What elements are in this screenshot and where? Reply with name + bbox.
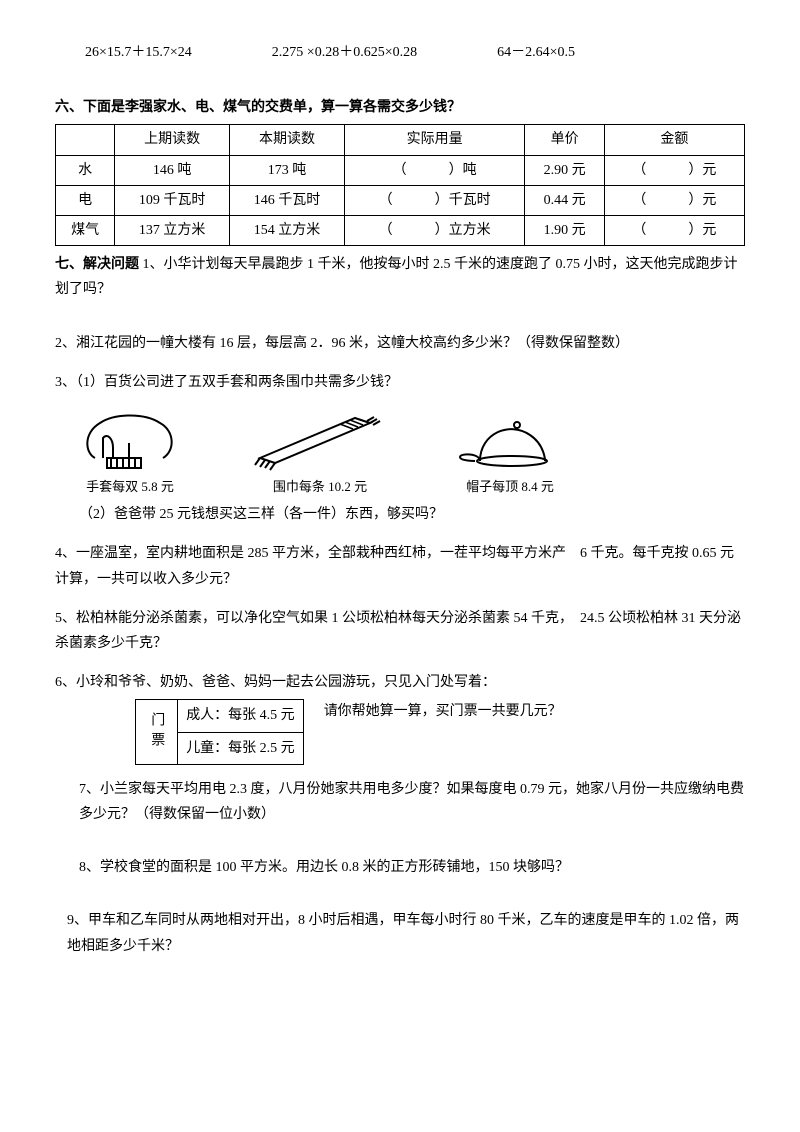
question-6: 6、小玲和爷爷、奶奶、爸爸、妈妈一起去公园游玩，只见入门处写着： [55, 670, 745, 695]
ticket-child: 儿童：每张 2.5 元 [178, 732, 304, 764]
col-blank [56, 125, 115, 155]
bill-table: 上期读数 本期读数 实际用量 单价 金额 水 146 吨 173 吨 （ ）吨 … [55, 124, 745, 246]
cell-usage: （ ）立方米 [344, 215, 525, 245]
question-6b: 请你帮她算一算，买门票一共要几元？ [324, 699, 562, 724]
gloves-item: 手套每双 5.8 元 [75, 403, 185, 498]
cell-curr: 146 千瓦时 [230, 185, 345, 215]
ticket-row: 门票 成人：每张 4.5 元 儿童：每张 2.5 元 请你帮她算一算，买门票一共… [55, 699, 745, 764]
question-2: 2、湘江花园的一幢大楼有 16 层，每层高 2．96 米，这幢大校高约多少米？（… [55, 331, 745, 356]
col-prev: 上期读数 [115, 125, 230, 155]
expression-1: 26×15.7＋15.7×24 [85, 40, 192, 65]
question-5: 5、松柏林能分泌杀菌素，可以净化空气如果 1 公顷松柏林每天分泌杀菌素 54 千… [55, 606, 745, 656]
question-9: 9、甲车和乙车同时从两地相对开出，8 小时后相遇，甲车每小时行 80 千米，乙车… [55, 908, 745, 958]
cell-price: 2.90 元 [525, 155, 604, 185]
hat-label: 帽子每顶 8.4 元 [466, 479, 554, 494]
section-7-title: 七、解决问题 [55, 257, 139, 272]
col-usage: 实际用量 [344, 125, 525, 155]
col-amount: 金额 [604, 125, 744, 155]
section-7: 七、解决问题 1、小华计划每天早晨跑步 1 千米，他按每小时 2.5 千米的速度… [55, 252, 745, 302]
scarf-item: 围巾每条 10.2 元 [245, 403, 395, 498]
col-price: 单价 [525, 125, 604, 155]
gloves-label: 手套每双 5.8 元 [86, 479, 174, 494]
ticket-label: 门票 [136, 700, 178, 764]
cell-amount: （ ）元 [604, 155, 744, 185]
cell-name: 电 [56, 185, 115, 215]
cell-curr: 154 立方米 [230, 215, 345, 245]
expression-3: 64－2.64×0.5 [497, 40, 575, 65]
expression-2: 2.275 ×0.28＋0.625×0.28 [272, 40, 417, 65]
hat-icon [455, 413, 565, 473]
col-curr: 本期读数 [230, 125, 345, 155]
hat-item: 帽子每顶 8.4 元 [455, 413, 565, 498]
cell-prev: 146 吨 [115, 155, 230, 185]
product-row: 手套每双 5.8 元 围巾每条 10.2 元 帽子每顶 8.4 元 [55, 403, 745, 498]
cell-prev: 109 千瓦时 [115, 185, 230, 215]
cell-usage: （ ）千瓦时 [344, 185, 525, 215]
cell-curr: 173 吨 [230, 155, 345, 185]
cell-name: 水 [56, 155, 115, 185]
table-row: 电 109 千瓦时 146 千瓦时 （ ）千瓦时 0.44 元 （ ）元 [56, 185, 745, 215]
question-7: 7、小兰家每天平均用电 2.3 度，八月份她家共用电多少度？如果每度电 0.79… [55, 777, 745, 827]
table-row: 煤气 137 立方米 154 立方米 （ ）立方米 1.90 元 （ ）元 [56, 215, 745, 245]
ticket-adult: 成人：每张 4.5 元 [178, 700, 304, 732]
cell-amount: （ ）元 [604, 185, 744, 215]
question-4: 4、一座温室，室内耕地面积是 285 平方米，全部栽种西红柿，一茬平均每平方米产… [55, 541, 745, 591]
scarf-label: 围巾每条 10.2 元 [273, 479, 367, 494]
question-3b: （2）爸爸带 25 元钱想买这三样（各一件）东西，够买吗？ [55, 502, 745, 527]
cell-price: 1.90 元 [525, 215, 604, 245]
cell-name: 煤气 [56, 215, 115, 245]
table-header-row: 上期读数 本期读数 实际用量 单价 金额 [56, 125, 745, 155]
ticket-table: 门票 成人：每张 4.5 元 儿童：每张 2.5 元 [135, 699, 304, 764]
expression-row: 26×15.7＋15.7×24 2.275 ×0.28＋0.625×0.28 6… [55, 40, 745, 65]
table-row: 水 146 吨 173 吨 （ ）吨 2.90 元 （ ）元 [56, 155, 745, 185]
question-3a: 3、（1）百货公司进了五双手套和两条围巾共需多少钱？ [55, 370, 745, 395]
cell-amount: （ ）元 [604, 215, 744, 245]
cell-prev: 137 立方米 [115, 215, 230, 245]
cell-usage: （ ）吨 [344, 155, 525, 185]
scarf-icon [245, 403, 395, 473]
question-1: 1、小华计划每天早晨跑步 1 千米，他按每小时 2.5 千米的速度跑了 0.75… [55, 257, 738, 297]
cell-price: 0.44 元 [525, 185, 604, 215]
gloves-icon [75, 403, 185, 473]
section-6-title: 六、下面是李强家水、电、煤气的交费单，算一算各需交多少钱？ [55, 95, 745, 120]
question-8: 8、学校食堂的面积是 100 平方米。用边长 0.8 米的正方形砖铺地，150 … [55, 855, 745, 880]
